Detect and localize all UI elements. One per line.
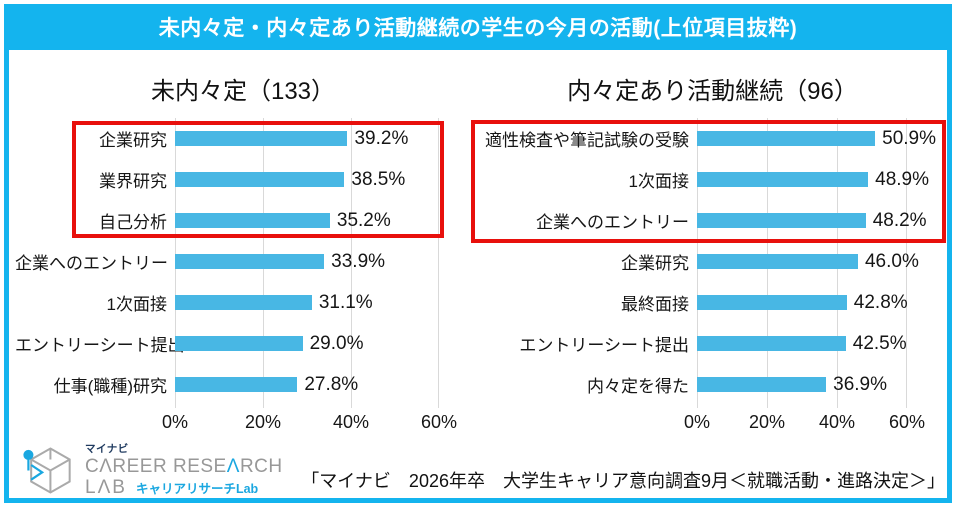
category-label: 企業へのエントリー	[15, 254, 168, 273]
category-label: 企業研究	[621, 254, 689, 273]
category-label: 自己分析	[99, 213, 167, 232]
chart-row: 内々定を得た 36.9%	[480, 364, 920, 405]
chart-row: 仕事(職種)研究 27.8%	[15, 364, 445, 405]
bar-chart-left: 企業研究 39.2% 業界研究 38.5% 自己分析 35.2% 企業へのエント…	[15, 118, 457, 432]
axis-tick: 40%	[332, 412, 370, 432]
category-label: 企業研究	[99, 131, 167, 150]
chart-row: 適性検査や筆記試験の受験 50.9%	[480, 118, 936, 159]
chart-row: エントリーシート提出 29.0%	[15, 323, 445, 364]
axis-tick: 60%	[420, 412, 458, 432]
career-research-lab-logo: マイナビ CΛREER RESEΛRCH LΛB キャリアリサーチLab	[22, 443, 283, 498]
x-axis: 0% 20% 40% 60%	[162, 412, 457, 436]
value-label: 38.5%	[351, 168, 406, 190]
category-label: 業界研究	[99, 172, 167, 191]
chart-row: 企業へのエントリー 33.9%	[15, 241, 445, 282]
page-title: 未内々定・内々定あり活動継続の学生の今月の活動(上位項目抜粋)	[158, 17, 798, 40]
bar	[175, 254, 325, 269]
logo-brand-small: マイナビ	[85, 442, 129, 455]
category-label: 仕事(職種)研究	[53, 377, 167, 396]
axis-tick: 40%	[818, 412, 856, 432]
category-label: 内々定を得た	[587, 377, 689, 396]
value-label: 29.0%	[309, 332, 364, 354]
bar	[697, 254, 858, 269]
logo-lab-jp: キャリアリサーチLab	[135, 481, 259, 496]
chart-row: 業界研究 38.5%	[15, 159, 445, 200]
value-label: 42.5%	[852, 332, 907, 354]
category-label: 1次面接	[628, 172, 689, 191]
chart-row: 企業研究 46.0%	[480, 241, 920, 282]
source-citation: 「マイナビ 2026年卒 大学生キャリア意向調査9月＜就職活動・進路決定＞」	[301, 471, 945, 491]
bar	[697, 213, 866, 228]
category-label: 1次面接	[106, 295, 167, 314]
chart-row: 自己分析 35.2%	[15, 200, 445, 241]
highlight-box-right-top3	[471, 120, 946, 243]
category-label: 企業へのエントリー	[536, 213, 689, 232]
chart-row: 企業へのエントリー 48.2%	[480, 200, 927, 241]
bar	[697, 131, 876, 146]
bar	[697, 172, 869, 187]
bar	[697, 295, 847, 310]
value-label: 50.9%	[882, 127, 937, 149]
value-label: 31.1%	[318, 291, 373, 313]
chart-row: エントリーシート提出 42.5%	[480, 323, 920, 364]
bar	[175, 131, 348, 146]
category-label: エントリーシート提出	[519, 336, 689, 355]
highlight-box-left-top3	[72, 121, 444, 238]
value-label: 42.8%	[853, 291, 908, 313]
gridline	[351, 118, 352, 408]
bar-chart-right: 適性検査や筆記試験の受験 50.9% 1次面接 48.9% 企業へのエントリー …	[480, 118, 936, 432]
value-label: 27.8%	[304, 373, 359, 395]
logo-text: マイナビ CΛREER RESEΛRCH LΛB キャリアリサーチLab	[85, 442, 283, 498]
chart-row: 最終面接 42.8%	[480, 282, 920, 323]
title-bar: 未内々定・内々定あり活動継続の学生の今月の活動(上位項目抜粋)	[4, 4, 952, 50]
x-axis: 0% 20% 40% 60%	[684, 412, 925, 436]
bar	[697, 336, 846, 351]
axis-tick: 0%	[683, 412, 711, 432]
chart-title-right: 内々定あり活動継続（96）	[567, 78, 858, 105]
category-label: 最終面接	[621, 295, 689, 314]
category-label: 適性検査や筆記試験の受験	[485, 131, 689, 150]
bar	[175, 295, 312, 310]
value-label: 46.0%	[864, 250, 919, 272]
chart-title-left: 未内々定（133）	[150, 78, 336, 105]
chart-row: 1次面接 31.1%	[15, 282, 445, 323]
chart-row: 企業研究 39.2%	[15, 118, 445, 159]
axis-tick: 20%	[748, 412, 785, 432]
bar	[697, 377, 827, 392]
bar	[175, 213, 330, 228]
logo-lab-line: LΛB キャリアリサーチLab	[85, 476, 283, 498]
value-label: 39.2%	[354, 127, 409, 149]
value-label: 35.2%	[336, 209, 391, 231]
value-label: 33.9%	[331, 250, 386, 272]
chart-row: 1次面接 48.9%	[480, 159, 929, 200]
gridline	[906, 118, 907, 408]
category-label: エントリーシート提出	[15, 336, 185, 355]
bar	[175, 172, 345, 187]
bar	[175, 377, 298, 392]
value-label: 48.2%	[872, 209, 927, 231]
value-label: 48.9%	[875, 168, 930, 190]
axis-tick: 20%	[244, 412, 281, 432]
gridline	[438, 118, 439, 408]
value-label: 36.9%	[833, 373, 888, 395]
logo-lab-en: LΛB	[85, 476, 127, 498]
logo-career-research: CΛREER RESEΛRCH	[85, 455, 283, 477]
bar	[175, 336, 303, 351]
axis-tick: 60%	[888, 412, 926, 432]
cube-logo-icon	[23, 447, 71, 494]
axis-tick: 0%	[161, 412, 189, 432]
